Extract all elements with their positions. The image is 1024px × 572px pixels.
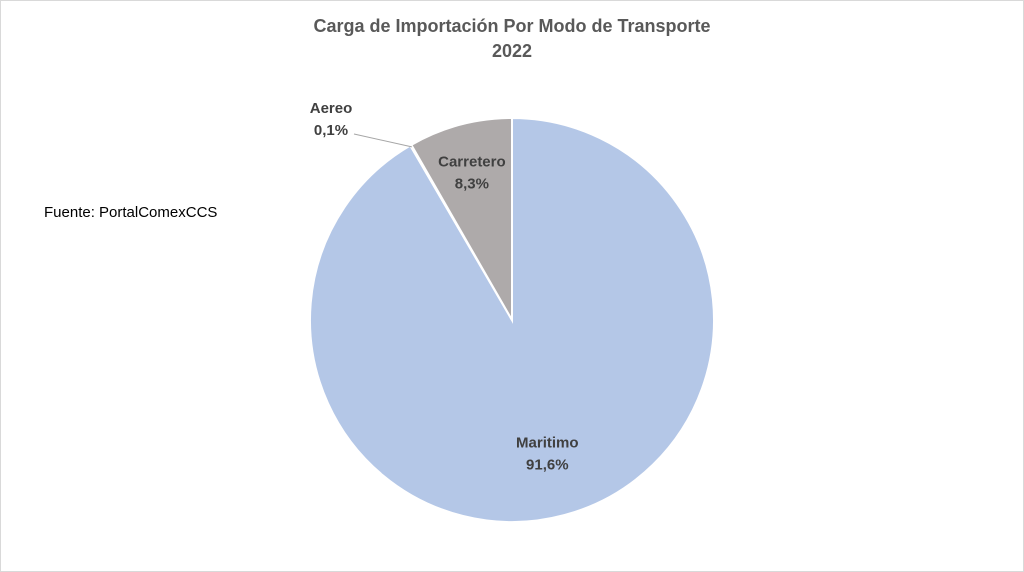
slice-value-aereo: 0,1% [314, 122, 348, 139]
leader-line-aereo [354, 134, 412, 147]
slice-value-carretero: 8,3% [455, 176, 489, 193]
slice-label-maritimo: Maritimo [516, 435, 579, 452]
slice-value-maritimo: 91,6% [526, 457, 569, 474]
slice-label-aereo: Aereo [310, 100, 353, 117]
slice-label-carretero: Carretero [438, 154, 506, 171]
